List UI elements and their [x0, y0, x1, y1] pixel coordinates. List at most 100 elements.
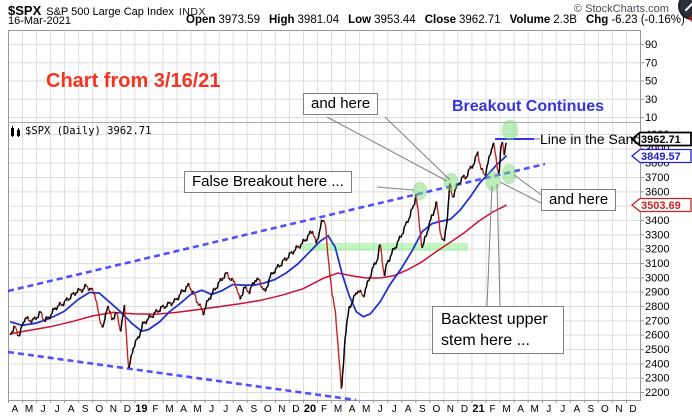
- x-month-label: F: [152, 404, 158, 415]
- price-arrow-label: [630, 148, 692, 164]
- quote-low: Low 3953.44: [348, 14, 416, 26]
- x-month-label: O: [95, 404, 103, 415]
- change-direction-icon: ▼: [686, 14, 692, 24]
- x-month-label: A: [236, 404, 243, 415]
- x-month-label: M: [530, 404, 538, 415]
- x-month-label: J: [41, 404, 46, 415]
- x-month-label: M: [165, 404, 173, 415]
- x-month-label: A: [12, 404, 19, 415]
- y-tick-label: 2600: [645, 330, 669, 342]
- x-month-label: M: [334, 404, 342, 415]
- quote-high: High 3981.04: [268, 14, 340, 26]
- callout-line: [384, 116, 451, 181]
- exchange-label: INDX: [178, 6, 206, 18]
- x-month-label: A: [573, 404, 580, 415]
- x-month-label: J: [209, 404, 214, 415]
- x-month-label: S: [419, 404, 426, 415]
- y-tick-label: 2900: [645, 287, 669, 299]
- annotation-backtest: Backtest upper stem here ...: [432, 306, 564, 354]
- y-tick-label: 3700: [645, 172, 669, 184]
- x-month-label: D: [629, 404, 636, 415]
- x-month-label: O: [601, 404, 609, 415]
- highlight-ellipse: [485, 170, 501, 192]
- x-month-label: J: [546, 404, 551, 415]
- x-month-label: S: [82, 404, 89, 415]
- y-tick-label: 3000: [645, 272, 669, 284]
- chart-frame: [8, 30, 641, 401]
- rsi-tick-label: 50: [645, 76, 657, 88]
- y-tick-label: 2700: [645, 315, 669, 327]
- x-month-label: M: [362, 404, 370, 415]
- x-month-label: 19: [135, 403, 147, 415]
- y-tick-label: 2200: [645, 387, 669, 399]
- y-tick-label: 3600: [645, 186, 669, 198]
- symbol: $SPX: [8, 3, 42, 18]
- x-month-label: F: [489, 404, 495, 415]
- price-arrow-label: [630, 131, 692, 147]
- y-tick-label: 3400: [645, 215, 669, 227]
- highlight-ellipse: [501, 163, 517, 185]
- x-month-label: N: [615, 404, 622, 415]
- annotation-and-here-top: and here: [303, 93, 379, 115]
- y-tick-label: 2300: [645, 373, 669, 385]
- x-month-label: D: [461, 404, 468, 415]
- ohlc-quote-row: Open 3973.59 High 3981.04 Low 3953.44 Close 396…: [186, 14, 692, 26]
- symbol-name: S&P 500 Large Cap Index: [46, 6, 174, 18]
- rsi-tick-label: 10: [645, 112, 657, 124]
- y-tick-label: 3100: [645, 258, 669, 270]
- x-month-label: D: [124, 404, 131, 415]
- upper-trendline: [7, 162, 546, 293]
- x-month-label: S: [250, 404, 257, 415]
- x-month-label: M: [502, 404, 510, 415]
- quote-chg: Chg -6.23 (-0.16%) ▼: [586, 14, 692, 26]
- header-row: $SPX S&P 500 Large Cap Index INDX: [8, 2, 206, 18]
- x-month-label: A: [517, 404, 524, 415]
- quote-close: Close 3962.71: [424, 14, 501, 26]
- callout-line: [486, 185, 493, 307]
- x-month-label: J: [378, 404, 383, 415]
- x-month-label: J: [223, 404, 228, 415]
- x-month-label: 20: [304, 403, 316, 415]
- y-tick-label: 2500: [645, 344, 669, 356]
- annotation-breakout-continues: Breakout Continues: [452, 98, 605, 115]
- quote-date: 16-Mar-2021: [8, 15, 71, 27]
- callout-line: [376, 186, 415, 191]
- x-month-label: O: [432, 404, 440, 415]
- chart-legend: $SPX (Daily) 3962.71: [10, 125, 151, 137]
- x-month-label: D: [292, 404, 299, 415]
- callout-line: [326, 116, 448, 182]
- annotation-line-in-the-sand: Line in the Sand: [540, 131, 642, 147]
- price-arrow-label-text: 3849.57: [641, 151, 681, 163]
- x-month-label: A: [349, 404, 356, 415]
- callout-line: [496, 183, 501, 307]
- price-arrow-label-text: 3962.71: [641, 134, 681, 146]
- x-month-label: A: [180, 404, 187, 415]
- x-month-label: A: [68, 404, 75, 415]
- stockcharts-watermark: © StockCharts.com: [574, 3, 669, 15]
- x-month-label: N: [278, 404, 285, 415]
- x-month-label: M: [193, 404, 201, 415]
- y-tick-label: 3300: [645, 229, 669, 241]
- highlight-ellipse: [412, 181, 428, 201]
- ma50-line: [9, 154, 508, 333]
- y-tick-label: 2800: [645, 301, 669, 313]
- x-month-label: M: [25, 404, 33, 415]
- quote-volume: Volume 2.3B: [509, 14, 577, 26]
- x-month-label: J: [560, 404, 565, 415]
- price-arrow-label: [630, 197, 692, 213]
- annotation-chart-date: Chart from 3/16/21: [46, 70, 221, 92]
- y-tick-label: 2400: [645, 358, 669, 370]
- x-month-label: J: [55, 404, 60, 415]
- x-month-label: F: [321, 404, 327, 415]
- rsi-tick-label: 70: [645, 57, 657, 69]
- callout-line: [513, 174, 544, 197]
- x-month-label: 21: [472, 403, 484, 415]
- highlight-ellipse: [501, 119, 519, 141]
- x-month-label: N: [110, 404, 117, 415]
- x-month-label: N: [447, 404, 454, 415]
- annotation-and-here-right: and here: [541, 189, 617, 211]
- x-month-label: O: [264, 404, 272, 415]
- x-month-label: J: [392, 404, 397, 415]
- chart-style-icon: [11, 125, 20, 137]
